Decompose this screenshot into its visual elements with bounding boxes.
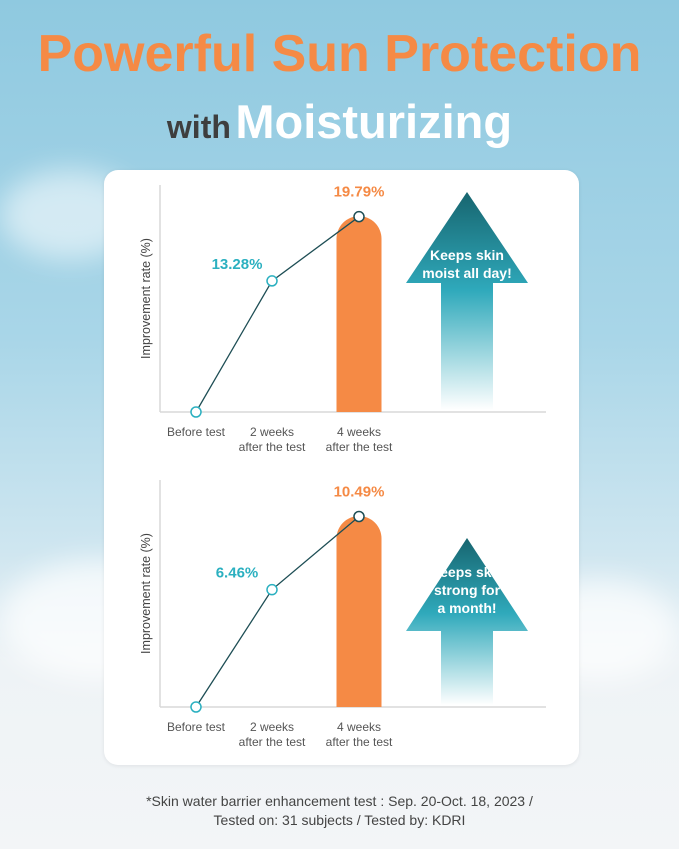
bar-4-weeks [336, 516, 382, 707]
arrow-text: Keeps skin [430, 564, 504, 580]
x-tick-label: after the test [239, 735, 306, 749]
page-subtitle: with Moisturizing [0, 94, 679, 149]
data-line [195, 216, 360, 413]
data-point [266, 275, 278, 287]
x-tick-label: after the test [326, 735, 393, 749]
data-point [266, 583, 278, 596]
arrow-text: Keeps skin [430, 247, 504, 263]
x-tick-label: after the test [239, 440, 306, 454]
chart-moisture: Improvement rate (%) Keeps skin moist all … [139, 184, 546, 454]
footnote: *Skin water barrier enhancement test : S… [0, 792, 679, 830]
chart-barrier: Improvement rate (%) Keeps skin strong for… [139, 480, 546, 749]
x-tick-label: 4 weeks [337, 425, 381, 439]
data-label: 19.79% [334, 184, 385, 201]
y-axis-label: Improvement rate (%) [139, 238, 153, 359]
footnote-line-2: Tested on: 31 subjects / Tested by: KDRI [213, 812, 466, 828]
bar-4-weeks [336, 216, 382, 412]
page-title: Powerful Sun Protection [37, 25, 642, 83]
subtitle-main: Moisturizing [235, 95, 513, 148]
up-arrow-icon [406, 538, 528, 705]
arrow-text: strong for [434, 582, 501, 598]
data-label: 10.49% [334, 484, 385, 501]
data-point [353, 510, 365, 523]
data-label: 13.28% [212, 256, 263, 273]
x-tick-label: Before test [167, 720, 226, 734]
up-arrow-icon [406, 192, 528, 410]
x-tick-label: Before test [167, 425, 226, 439]
data-label: 6.46% [216, 565, 259, 582]
arrow-text: a month! [437, 600, 496, 616]
data-point [190, 701, 202, 713]
data-line [195, 516, 360, 708]
arrow-text: moist all day! [422, 265, 511, 281]
x-tick-label: 2 weeks [250, 720, 294, 734]
y-axis-label: Improvement rate (%) [139, 533, 153, 654]
subtitle-prefix: with [166, 109, 231, 145]
data-point [190, 406, 202, 418]
x-tick-label: 2 weeks [250, 425, 294, 439]
x-tick-label: 4 weeks [337, 720, 381, 734]
data-point [353, 210, 365, 223]
footnote-line-1: *Skin water barrier enhancement test : S… [146, 793, 533, 809]
x-tick-label: after the test [326, 440, 393, 454]
